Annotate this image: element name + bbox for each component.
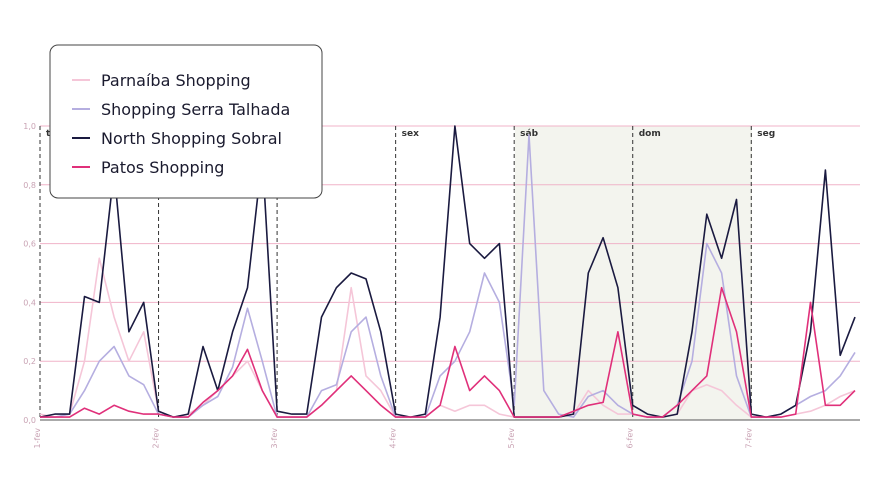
day-label: dom: [639, 129, 661, 139]
legend-label: Patos Shopping: [101, 158, 224, 177]
y-tick-label: 0,8: [23, 181, 36, 190]
y-tick-label: 0,2: [23, 357, 36, 366]
y-tick-label: 1,0: [23, 122, 36, 131]
x-tick-label: 2-fev: [152, 428, 161, 449]
legend: Parnaíba Shopping Shopping Serra Talhada N…: [49, 44, 323, 199]
x-tick-label: 5-fev: [507, 428, 516, 449]
day-label: seg: [757, 129, 775, 139]
series-line: [40, 286, 856, 418]
day-label: sáb: [520, 129, 538, 139]
legend-label: Parnaíba Shopping: [101, 71, 251, 90]
legend-label: North Shopping Sobral: [101, 129, 282, 148]
x-tick-label: 6-fev: [626, 428, 635, 449]
day-label: sex: [402, 129, 419, 139]
weekend-shade: [515, 126, 752, 420]
x-tick-label: 4-fev: [389, 428, 398, 449]
x-tick-label: 7-fev: [744, 428, 753, 449]
y-tick-label: 0,4: [23, 298, 36, 307]
y-tick-label: 0,6: [23, 240, 36, 249]
legend-label: Shopping Serra Talhada: [101, 100, 290, 119]
legend-box: [49, 44, 323, 199]
y-tick-label: 0,0: [23, 416, 36, 425]
lines: [39, 125, 856, 418]
x-tick-label: 1-fev: [33, 428, 42, 449]
x-tick-label: 3-fev: [270, 428, 279, 449]
